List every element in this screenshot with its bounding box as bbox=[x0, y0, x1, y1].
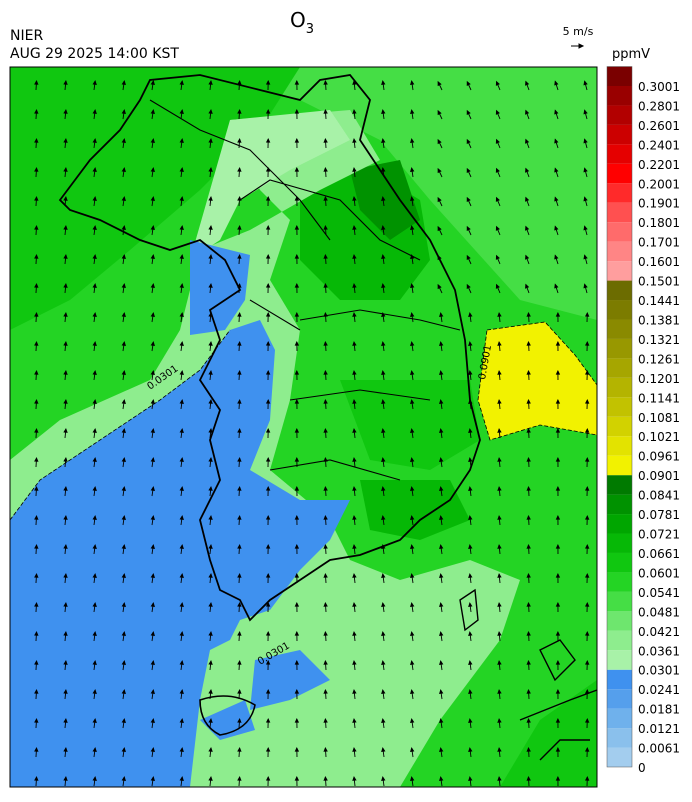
colorbar-label: 0.0481 bbox=[638, 605, 680, 619]
colorbar-swatch bbox=[607, 650, 632, 669]
title-base: O bbox=[290, 8, 306, 32]
colorbar-swatch bbox=[607, 222, 632, 241]
colorbar-swatch bbox=[607, 242, 632, 261]
colorbar-swatch bbox=[607, 417, 632, 436]
colorbar-label: 0.0541 bbox=[638, 586, 680, 600]
colorbar-label: 0 bbox=[638, 761, 646, 775]
colorbar-swatch bbox=[607, 281, 632, 300]
colorbar-label: 0.0601 bbox=[638, 566, 680, 580]
colorbar-label: 0.1141 bbox=[638, 391, 680, 405]
colorbar-swatch bbox=[607, 261, 632, 280]
colorbar-swatch bbox=[607, 86, 632, 105]
colorbar-swatch bbox=[607, 319, 632, 338]
colorbar-swatch bbox=[607, 475, 632, 494]
colorbar-swatch bbox=[607, 358, 632, 377]
colorbar-swatch bbox=[607, 67, 632, 86]
agency: NIER bbox=[10, 28, 43, 44]
colorbar-label: 0.0781 bbox=[638, 508, 680, 522]
colorbar-swatch bbox=[607, 397, 632, 416]
colorbar-label: 0.1081 bbox=[638, 411, 680, 425]
colorbar-label: 0.2401 bbox=[638, 138, 680, 152]
colorbar-label: 0.0901 bbox=[638, 469, 680, 483]
colorbar-swatch bbox=[607, 553, 632, 572]
colorbar-label: 0.0181 bbox=[638, 703, 680, 717]
colorbar-swatch bbox=[607, 339, 632, 358]
wind-scale-label: 5 m/s bbox=[563, 25, 594, 38]
colorbar-swatch bbox=[607, 183, 632, 202]
colorbar-label: 0.0961 bbox=[638, 450, 680, 464]
colorbar-swatch bbox=[607, 378, 632, 397]
colorbar-label: 0.2601 bbox=[638, 119, 680, 133]
colorbar-label: 0.1321 bbox=[638, 333, 680, 347]
colorbar-label: 0.2801 bbox=[638, 99, 680, 113]
colorbar-swatch bbox=[607, 105, 632, 124]
colorbar-swatch bbox=[607, 456, 632, 475]
wind-scale-arrow bbox=[571, 44, 583, 48]
colorbar-label: 0.0721 bbox=[638, 528, 680, 542]
colorbar-label: 0.1501 bbox=[638, 275, 680, 289]
colorbar-label: 0.3001 bbox=[638, 80, 680, 94]
colorbar-label: 0.0361 bbox=[638, 644, 680, 658]
colorbar-swatch bbox=[607, 689, 632, 708]
colorbar-label: 0.1201 bbox=[638, 372, 680, 386]
colorbar-swatch bbox=[607, 203, 632, 222]
colorbar-label: 0.2001 bbox=[638, 177, 680, 191]
colorbar-label: 0.0121 bbox=[638, 722, 680, 736]
colorbar-label: 0.0241 bbox=[638, 683, 680, 697]
colorbar-swatch bbox=[607, 592, 632, 611]
colorbar-swatch bbox=[607, 144, 632, 163]
colorbar-label: 0.1701 bbox=[638, 236, 680, 250]
colorbar-swatch bbox=[607, 514, 632, 533]
colorbar-swatch bbox=[607, 572, 632, 591]
colorbar-label: 0.1021 bbox=[638, 430, 680, 444]
colorbar-label: 0.0301 bbox=[638, 664, 680, 678]
colorbar: 0 0.0061 0.0121 0.0181 0.0241 0.0301 0.0361 0.0… bbox=[607, 67, 680, 775]
colorbar-label: 0.1901 bbox=[638, 197, 680, 211]
colorbar-label: 0.0841 bbox=[638, 489, 680, 503]
colorbar-swatch bbox=[607, 670, 632, 689]
colorbar-label: 0.1801 bbox=[638, 216, 680, 230]
colorbar-swatch bbox=[607, 300, 632, 319]
colorbar-label: 0.2201 bbox=[638, 158, 680, 172]
title-subscript: 3 bbox=[306, 22, 314, 37]
colorbar-swatch bbox=[607, 534, 632, 553]
colorbar-swatch bbox=[607, 748, 632, 767]
colorbar-label: 0.0061 bbox=[638, 742, 680, 756]
timestamp: AUG 29 2025 14:00 KST bbox=[10, 46, 179, 62]
unit: ppmV bbox=[612, 47, 650, 62]
colorbar-label: 0.1261 bbox=[638, 352, 680, 366]
colorbar-swatch bbox=[607, 611, 632, 630]
colorbar-label: 0.1441 bbox=[638, 294, 680, 308]
colorbar-swatch bbox=[607, 709, 632, 728]
colorbar-label: 0.1381 bbox=[638, 313, 680, 327]
title: O3 bbox=[290, 8, 314, 37]
colorbar-swatch bbox=[607, 436, 632, 455]
colorbar-label: 0.0421 bbox=[638, 625, 680, 639]
colorbar-swatch bbox=[607, 728, 632, 747]
colorbar-swatch bbox=[607, 495, 632, 514]
colorbar-swatch bbox=[607, 164, 632, 183]
colorbar-label: 0.1601 bbox=[638, 255, 680, 269]
colorbar-label: 0.0661 bbox=[638, 547, 680, 561]
colorbar-swatch bbox=[607, 631, 632, 650]
colorbar-swatch bbox=[607, 125, 632, 144]
